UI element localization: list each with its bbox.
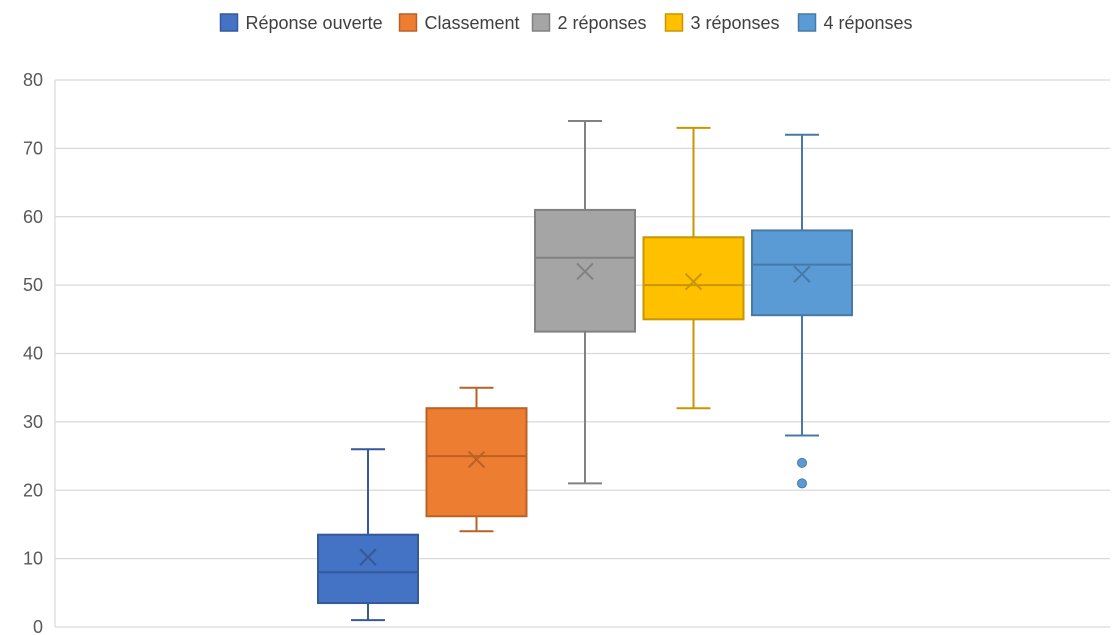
- legend-swatch-4-r-ponses: [797, 13, 817, 32]
- y-tick-label: 30: [23, 412, 43, 432]
- outlier-point-4-r-ponses: [797, 457, 807, 468]
- y-tick-label: 10: [23, 549, 43, 569]
- box-r-ponse-ouverte: [317, 533, 419, 605]
- legend-label-4-r-ponses: 4 réponses: [824, 13, 913, 33]
- mean-marker-4-r-ponses: [793, 265, 811, 283]
- mean-marker-classement: [467, 450, 486, 469]
- legend-swatch-classement: [398, 13, 418, 32]
- y-tick-label: 70: [23, 138, 43, 158]
- legend-swatch-r-ponse-ouverte: [219, 13, 239, 32]
- legend-label-classement: Classement: [425, 13, 520, 33]
- legend-swatch-3-r-ponses: [664, 13, 684, 32]
- mean-marker-3-r-ponses: [684, 272, 703, 291]
- legend-swatch-2-r-ponses: [531, 13, 551, 32]
- y-tick-label: 20: [23, 480, 43, 500]
- legend-label-3-r-ponses: 3 réponses: [691, 13, 780, 33]
- y-tick-label: 40: [23, 344, 43, 364]
- box-3-r-ponses: [642, 236, 745, 321]
- y-tick-label: 80: [23, 70, 43, 90]
- mean-marker-r-ponse-ouverte: [359, 548, 377, 566]
- legend-label-r-ponse-ouverte: Réponse ouverte: [246, 13, 383, 33]
- outlier-point-4-r-ponses: [797, 478, 807, 489]
- y-tick-label: 0: [33, 617, 43, 635]
- box-classement: [425, 407, 528, 518]
- y-tick-label: 60: [23, 207, 43, 227]
- y-tick-label: 50: [23, 275, 43, 295]
- mean-marker-2-r-ponses: [576, 262, 594, 281]
- legend-label-2-r-ponses: 2 réponses: [558, 13, 647, 33]
